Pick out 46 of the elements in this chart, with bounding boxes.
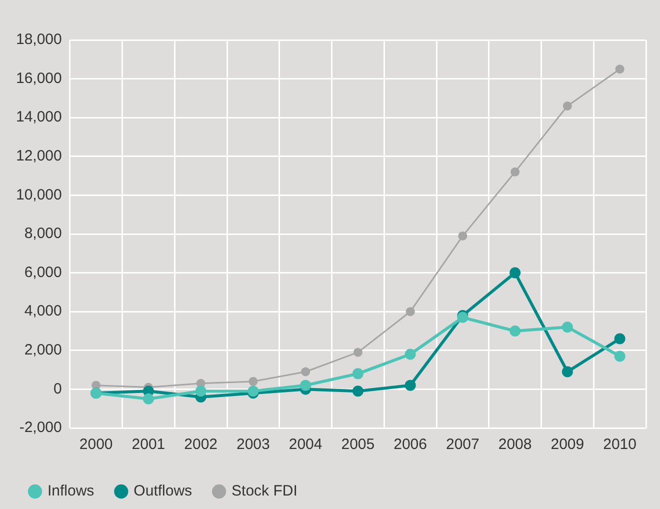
point (614, 350, 626, 362)
point (614, 333, 626, 344)
x-tick-label: 2004 (288, 436, 322, 454)
point (615, 64, 624, 74)
x-tick-label: 2005 (341, 436, 375, 454)
point (352, 368, 364, 380)
x-tick-label: 2006 (394, 436, 427, 454)
point (300, 380, 312, 391)
y-tick-label: 16,000 (16, 70, 62, 87)
point (404, 348, 416, 360)
y-tick-label: 8,000 (24, 225, 62, 242)
x-tick-label: 2000 (79, 436, 113, 454)
x-tick-label: 2002 (184, 436, 218, 454)
y-tick-label: 2,000 (24, 342, 62, 359)
point (248, 376, 258, 386)
y-tick-label: 10,000 (16, 186, 62, 204)
point (353, 348, 362, 357)
x-tick-label: 2001 (132, 436, 166, 454)
x-tick-label: 2010 (603, 436, 636, 454)
x-tick-label: 2009 (550, 436, 584, 454)
point (301, 367, 310, 376)
point (510, 267, 521, 278)
legend-label: Outflows (134, 482, 192, 500)
point (142, 393, 154, 404)
y-tick-label: 18,000 (16, 31, 62, 48)
point (404, 380, 416, 391)
y-tick-label: 6,000 (24, 264, 62, 281)
y-tick-label: 14,000 (16, 108, 62, 126)
x-tick-label: 2008 (498, 436, 532, 454)
x-tick-label: 2007 (446, 436, 480, 454)
point (458, 231, 468, 240)
legend-label: Inflows (48, 482, 94, 500)
point (195, 386, 206, 397)
point (510, 167, 520, 176)
point (510, 326, 521, 336)
y-tick-label: 0 (54, 380, 62, 398)
y-tick-label: -2,000 (19, 419, 62, 436)
point (562, 101, 572, 110)
point (562, 366, 573, 378)
point (562, 322, 573, 333)
x-tick-label: 2003 (236, 436, 270, 454)
y-tick-label: 12,000 (16, 148, 62, 165)
point (406, 307, 415, 316)
y-tick-label: 4,000 (24, 302, 62, 320)
point (352, 386, 364, 397)
legend-label: Stock FDI (232, 482, 298, 500)
